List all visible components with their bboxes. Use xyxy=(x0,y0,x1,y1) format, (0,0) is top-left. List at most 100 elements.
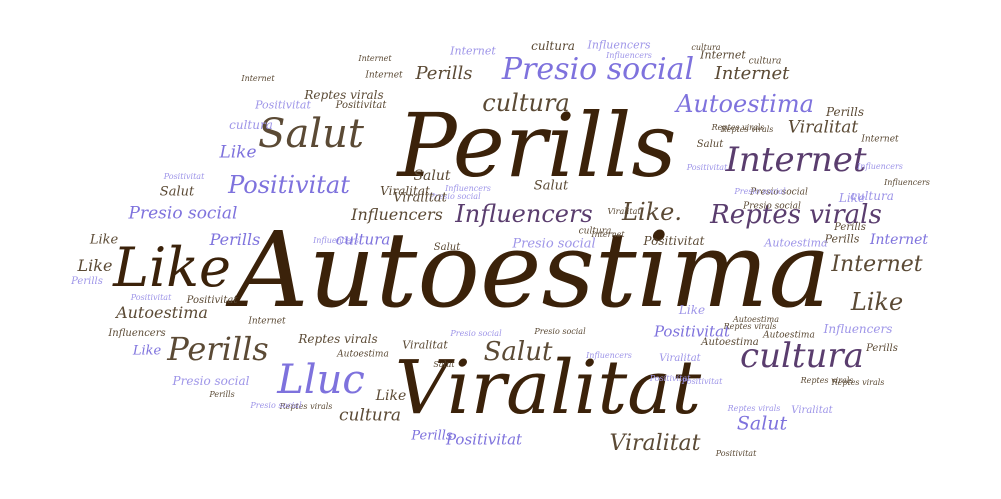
cloud-word: Viralitat xyxy=(791,405,833,416)
cloud-word: Influencers xyxy=(823,322,893,336)
cloud-word: Reptes virals xyxy=(304,88,384,102)
cloud-word: Positivitat xyxy=(715,449,757,458)
cloud-word: Presio social xyxy=(450,329,502,338)
cloud-word: cultura xyxy=(850,189,894,203)
cloud-word: Reptes virals xyxy=(711,123,765,132)
cloud-word: Internet xyxy=(700,48,746,62)
cloud-word: Positivitat xyxy=(255,98,311,112)
cloud-word: Internet xyxy=(831,252,923,277)
cloud-word: Viralitat xyxy=(607,207,641,216)
cloud-word: Perills xyxy=(866,343,898,354)
cloud-word: cultura xyxy=(335,230,391,249)
cloud-word: Salut xyxy=(433,242,461,253)
cloud-word: Viralitat xyxy=(659,353,701,364)
cloud-word: Internet xyxy=(358,54,392,63)
cloud-word: Like xyxy=(678,303,706,317)
cloud-word: cultura xyxy=(740,336,864,376)
cloud-word: Autoestima xyxy=(116,303,208,322)
cloud-word: Perills xyxy=(411,428,453,444)
cloud-word: cultura xyxy=(578,226,612,237)
cloud-word: Influencers xyxy=(108,328,166,339)
cloud-word: Like xyxy=(375,388,407,404)
cloud-word: Autoestima xyxy=(764,236,828,250)
cloud-word: Influencers xyxy=(587,38,651,52)
cloud-word: Positivitat xyxy=(163,172,205,181)
cloud-word: Influencers xyxy=(313,236,359,245)
cloud-word: Salut xyxy=(696,139,724,150)
cloud-word: Reptes virals xyxy=(723,322,777,331)
cloud-word: Perills xyxy=(415,63,473,84)
cloud-word: cultura xyxy=(748,56,782,67)
cloud-word: Perills xyxy=(824,232,860,246)
cloud-word: Presio social xyxy=(734,187,786,196)
cloud-word: Reptes virals xyxy=(720,125,774,134)
cloud-word: Reptes virals xyxy=(831,378,885,387)
cloud-word: Presio social xyxy=(250,401,302,410)
cloud-word: Positivitat xyxy=(649,374,691,383)
cloud-word: Presio social xyxy=(750,187,808,198)
cloud-word: Internet xyxy=(241,74,275,83)
cloud-word: Internet xyxy=(714,63,790,84)
cloud-word: Presio social xyxy=(172,374,250,388)
cloud-word: Like xyxy=(132,343,162,359)
cloud-word: Positivitat xyxy=(643,234,705,248)
cloud-word: cultura xyxy=(482,89,570,117)
cloud-word: Perills xyxy=(209,390,235,399)
cloud-word: Like xyxy=(850,288,904,316)
cloud-word: Internet xyxy=(248,316,286,327)
cloud-word: cultura xyxy=(339,405,401,426)
cloud-word: Internet xyxy=(450,44,496,58)
cloud-word: Presio social xyxy=(512,236,596,252)
cloud-word: Positivitat xyxy=(335,100,387,111)
cloud-word: Internet xyxy=(365,70,403,81)
cloud-word: Salut xyxy=(433,360,455,369)
cloud-word: Presio social xyxy=(501,52,695,87)
cloud-word: Salut xyxy=(159,184,195,200)
cloud-word: Positivitat xyxy=(445,430,523,449)
cloud-word: Like xyxy=(89,232,119,248)
cloud-word: Perills xyxy=(71,276,103,287)
cloud-word: Viralitat xyxy=(609,431,701,456)
cloud-word: Reptes virals xyxy=(800,376,854,385)
cloud-word: Like xyxy=(77,256,113,275)
cloud-word: cultura xyxy=(229,118,273,132)
cloud-word: Autoestima xyxy=(763,330,815,341)
cloud-word: Perills xyxy=(834,222,866,233)
cloud-word: Positivitat xyxy=(228,171,350,199)
cloud-word: Salut xyxy=(483,337,553,367)
cloud-word: Autoestima xyxy=(337,349,389,360)
cloud-word: Reptes virals xyxy=(710,200,882,230)
cloud-word: Presio social xyxy=(429,192,481,201)
cloud-word: Lluc xyxy=(277,357,365,403)
cloud-word: Positivitat xyxy=(186,295,238,306)
cloud-word: Autoestima xyxy=(676,90,814,118)
cloud-word: Like. xyxy=(622,198,682,226)
cloud-word: Salut xyxy=(258,111,364,157)
cloud-word: Reptes virals xyxy=(727,404,781,413)
cloud-word: Viralitat xyxy=(393,190,447,206)
cloud-word: Positivitat xyxy=(681,377,723,386)
cloud-word: Influencers xyxy=(884,178,930,187)
cloud-word: Internet xyxy=(591,230,625,239)
cloud-word: Positivitat xyxy=(686,163,728,172)
cloud-word: Autoestima xyxy=(733,315,779,324)
cloud-word: Salut xyxy=(413,168,451,184)
cloud-word: Salut xyxy=(736,412,788,435)
cloud-word: Like xyxy=(838,191,866,205)
cloud-word: cultura xyxy=(691,43,721,52)
cloud-word: Perills xyxy=(209,230,261,249)
cloud-word: Perills xyxy=(825,105,865,119)
cloud-word: Influencers xyxy=(455,200,593,228)
cloud-word: Positivitat xyxy=(653,322,731,341)
cloud-word: Influencers xyxy=(586,351,632,360)
cloud-word: Viralitat xyxy=(394,345,702,431)
cloud-word: Positivitat xyxy=(130,293,172,302)
cloud-word: Presio social xyxy=(128,203,238,224)
cloud-word: Autoestima xyxy=(701,337,759,348)
cloud-word: Influencers xyxy=(351,205,443,224)
cloud-word: Internet xyxy=(725,140,867,180)
cloud-word: Internet xyxy=(869,232,929,248)
cloud-word: Reptes virals xyxy=(298,332,378,346)
cloud-word: Reptes virals xyxy=(279,402,333,411)
